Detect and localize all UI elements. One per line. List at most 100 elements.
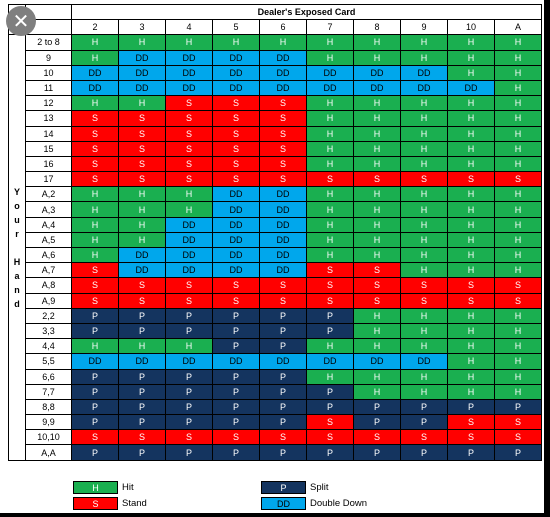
action-cell: H bbox=[447, 125, 495, 142]
action-cell: H bbox=[306, 34, 354, 51]
action-cell: H bbox=[494, 322, 542, 340]
action-cell: H bbox=[353, 110, 401, 127]
action-cell: S bbox=[494, 429, 542, 446]
player-hand-label: 10 bbox=[25, 64, 72, 81]
table-row: 16 S S S S S H H H H H bbox=[9, 155, 542, 173]
player-hand-label: 13 bbox=[25, 110, 72, 127]
action-cell: S bbox=[353, 292, 401, 309]
action-cell: S bbox=[71, 292, 119, 309]
action-cell: H bbox=[306, 95, 354, 112]
action-cell: S bbox=[165, 110, 213, 127]
action-cell: H bbox=[400, 49, 448, 66]
action-cell: S bbox=[306, 262, 354, 279]
table-row: 2,2 P P P P P P H H H H bbox=[9, 307, 542, 324]
legend-stand-swatch: S bbox=[73, 497, 118, 510]
action-cell: H bbox=[400, 155, 448, 173]
action-cell: S bbox=[71, 155, 119, 173]
action-cell: H bbox=[165, 186, 213, 203]
action-cell: H bbox=[353, 34, 401, 51]
action-cell: P bbox=[400, 414, 448, 431]
action-cell: H bbox=[400, 216, 448, 233]
action-cell: P bbox=[259, 383, 307, 400]
legend-split-swatch: P bbox=[261, 481, 306, 494]
action-cell: H bbox=[447, 368, 495, 385]
action-cell: S bbox=[71, 171, 119, 188]
player-hand-label: A,3 bbox=[25, 201, 72, 218]
action-cell: S bbox=[447, 277, 495, 294]
action-cell: S bbox=[71, 110, 119, 127]
action-cell: S bbox=[118, 110, 166, 127]
action-cell: P bbox=[212, 383, 260, 400]
player-hand-label: 5,5 bbox=[25, 353, 72, 370]
action-cell: H bbox=[447, 307, 495, 324]
action-cell: H bbox=[71, 338, 119, 355]
action-cell: P bbox=[306, 398, 354, 416]
action-cell: H bbox=[71, 95, 119, 112]
action-cell: P bbox=[353, 444, 401, 461]
action-cell: P bbox=[306, 322, 354, 340]
table-row: 9,9 P P P P P S P P S S bbox=[9, 414, 542, 431]
action-cell: DD bbox=[306, 353, 354, 370]
action-cell: DD bbox=[259, 216, 307, 233]
action-cell: DD bbox=[447, 79, 495, 97]
action-cell: P bbox=[212, 322, 260, 340]
action-cell: P bbox=[71, 322, 119, 340]
player-hand-label: 10,10 bbox=[25, 429, 72, 446]
player-hand-label: 4,4 bbox=[25, 338, 72, 355]
side-label-letter: o bbox=[14, 200, 20, 211]
action-cell: P bbox=[259, 398, 307, 416]
action-cell: S bbox=[118, 155, 166, 173]
close-icon[interactable]: ✕ bbox=[6, 6, 36, 36]
table-row: A,8 S S S S S S S S S S bbox=[9, 277, 542, 294]
action-cell: S bbox=[306, 292, 354, 309]
table-row: 17 S S S S S S S S S S bbox=[9, 171, 542, 188]
action-cell: P bbox=[118, 383, 166, 400]
action-cell: P bbox=[71, 398, 119, 416]
action-cell: H bbox=[400, 368, 448, 385]
action-cell: H bbox=[494, 307, 542, 324]
action-cell: P bbox=[259, 444, 307, 461]
legend-split-label: Split bbox=[310, 482, 329, 493]
player-hand-label: 3,3 bbox=[25, 322, 72, 340]
action-cell: H bbox=[494, 49, 542, 66]
action-cell: S bbox=[447, 292, 495, 309]
action-cell: P bbox=[165, 398, 213, 416]
action-cell: H bbox=[447, 353, 495, 370]
action-cell: S bbox=[259, 125, 307, 142]
action-cell: DD bbox=[353, 79, 401, 97]
action-cell: P bbox=[447, 444, 495, 461]
dealer-card-header: 8 bbox=[353, 19, 401, 36]
action-cell: P bbox=[353, 398, 401, 416]
action-cell: H bbox=[306, 49, 354, 66]
action-cell: H bbox=[306, 231, 354, 249]
action-cell: S bbox=[118, 125, 166, 142]
action-cell: H bbox=[447, 322, 495, 340]
action-cell: P bbox=[259, 414, 307, 431]
action-cell: H bbox=[447, 34, 495, 51]
action-cell: H bbox=[306, 201, 354, 218]
action-cell: P bbox=[118, 414, 166, 431]
action-cell: S bbox=[447, 171, 495, 188]
action-cell: P bbox=[212, 444, 260, 461]
action-cell: DD bbox=[259, 353, 307, 370]
action-cell: H bbox=[400, 110, 448, 127]
action-cell: H bbox=[494, 155, 542, 173]
action-cell: H bbox=[447, 231, 495, 249]
action-cell: H bbox=[400, 322, 448, 340]
player-hand-label: 17 bbox=[25, 171, 72, 188]
action-cell: DD bbox=[165, 246, 213, 264]
action-cell: P bbox=[400, 398, 448, 416]
action-cell: H bbox=[165, 201, 213, 218]
action-cell: S bbox=[212, 429, 260, 446]
action-cell: H bbox=[353, 155, 401, 173]
player-hand-label: 7,7 bbox=[25, 383, 72, 400]
action-cell: DD bbox=[212, 353, 260, 370]
action-cell: DD bbox=[165, 353, 213, 370]
action-cell: S bbox=[212, 277, 260, 294]
action-cell: S bbox=[259, 292, 307, 309]
table-row: A,2 H H H DD DD H H H H H bbox=[9, 186, 542, 203]
action-cell: H bbox=[353, 140, 401, 157]
action-cell: DD bbox=[118, 49, 166, 66]
action-cell: H bbox=[447, 140, 495, 157]
